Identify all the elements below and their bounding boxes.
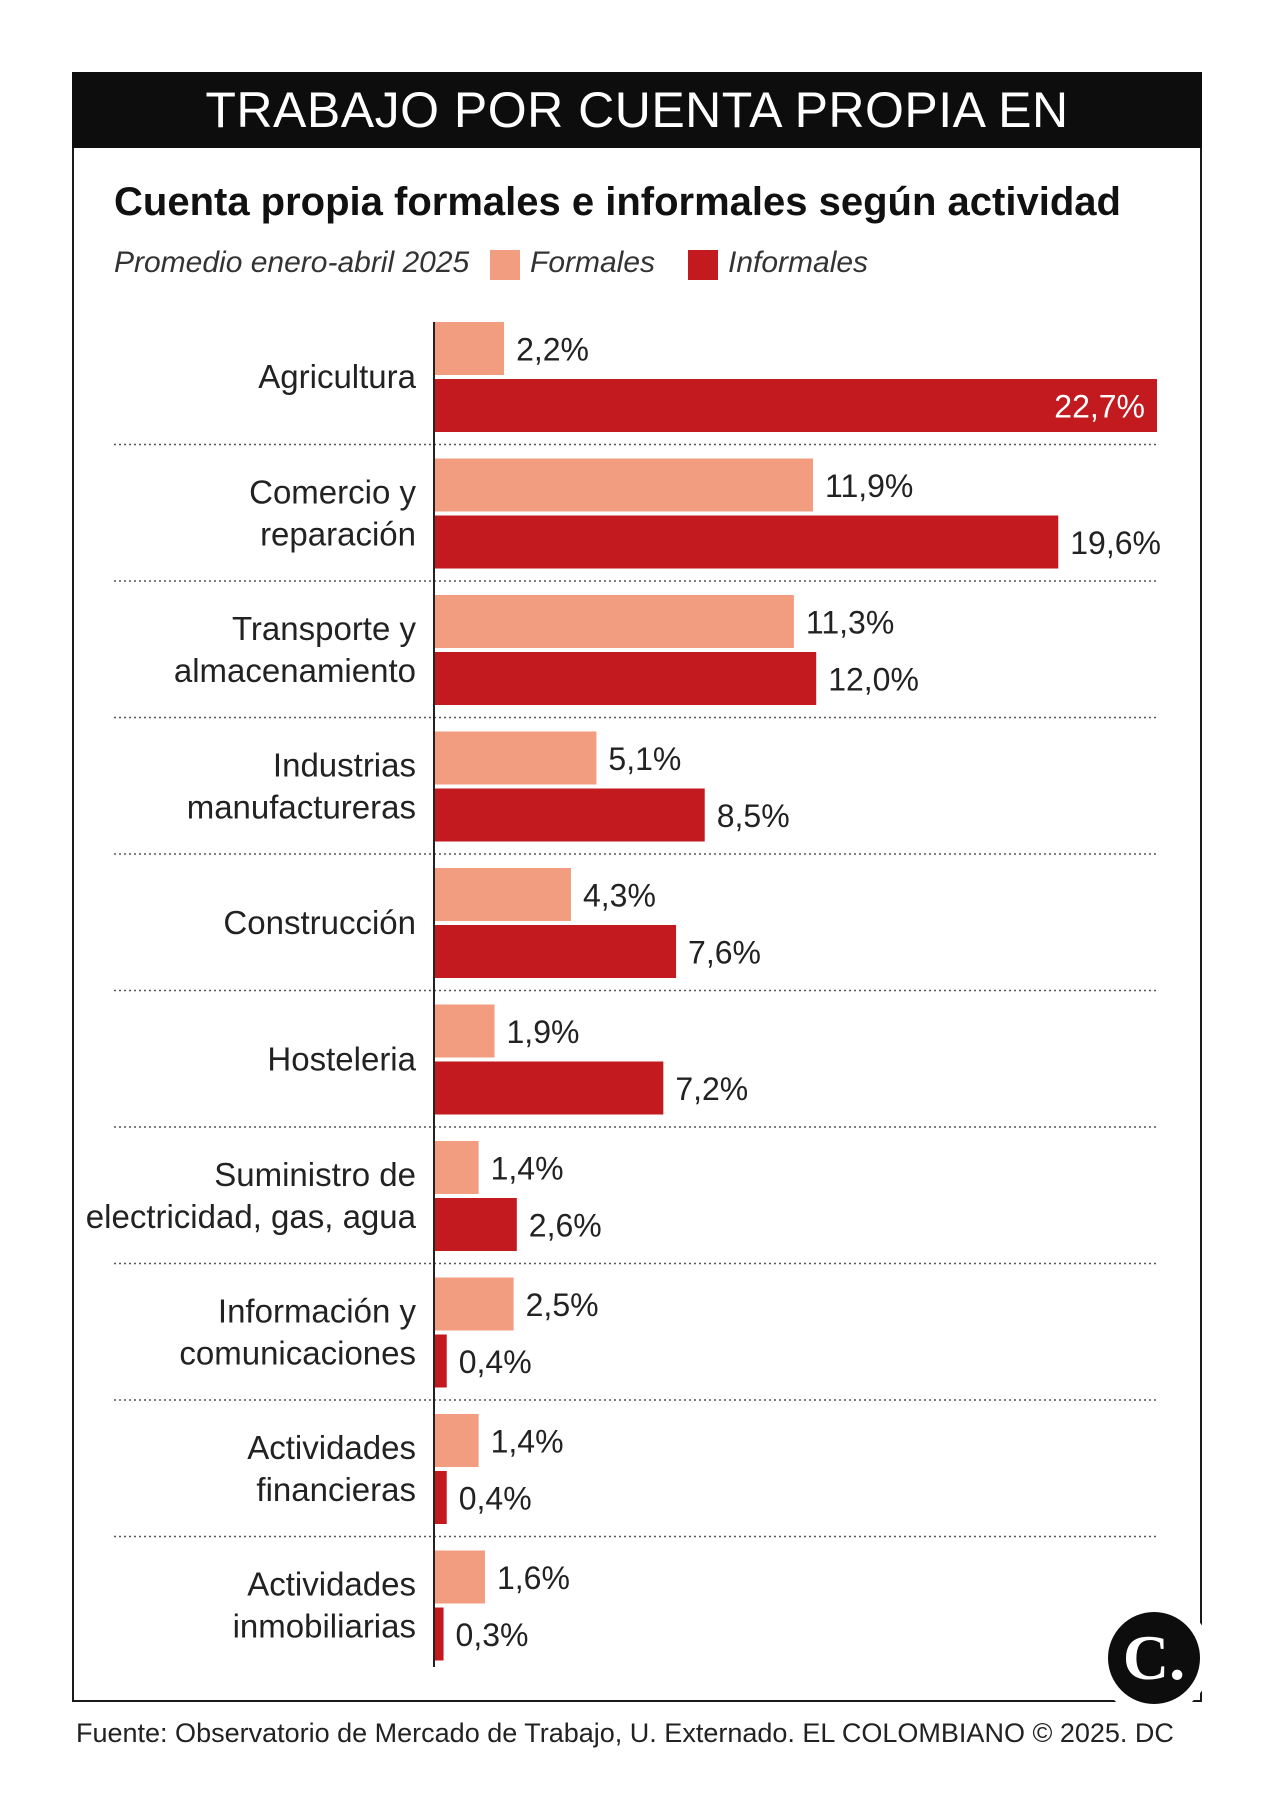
bar-informales — [434, 1607, 444, 1661]
category-label: Industrias — [273, 747, 416, 784]
bar-informales — [434, 1198, 517, 1251]
bar-formales — [434, 1141, 479, 1194]
category-label: reparación — [260, 516, 416, 553]
category-label: manufactureras — [187, 789, 416, 826]
chart-subtitle: Cuenta propia formales e informales segú… — [114, 180, 1121, 224]
legend-swatch-informales — [688, 250, 718, 280]
data-label: 0,4% — [459, 1344, 532, 1380]
category-label: Transporte y — [232, 610, 417, 647]
data-label: 7,2% — [675, 1071, 748, 1107]
data-label: 0,4% — [459, 1481, 532, 1517]
data-label: 22,7% — [1054, 389, 1145, 425]
bar-formales — [434, 1277, 514, 1331]
data-label: 8,5% — [717, 798, 790, 834]
data-label: 2,2% — [516, 332, 589, 368]
bar-formales — [434, 1414, 479, 1467]
data-label: 5,1% — [608, 741, 681, 777]
el-colombiano-logo: C. — [1108, 1612, 1200, 1704]
data-label: 2,6% — [529, 1208, 602, 1244]
legend-swatch-formales — [490, 250, 520, 280]
category-label: electricidad, gas, agua — [86, 1198, 417, 1235]
bar-formales — [434, 595, 794, 648]
bar-informales — [434, 1471, 447, 1524]
bar-informales — [434, 788, 705, 842]
data-label: 11,9% — [825, 468, 913, 504]
bar-informales — [434, 652, 817, 705]
page-title: TRABAJO POR CUENTA PROPIA EN COLOMBIA — [72, 72, 1202, 214]
category-label: Comercio y — [249, 474, 416, 511]
source-footer: Fuente: Observatorio de Mercado de Traba… — [76, 1718, 1174, 1748]
category-label: inmobiliarias — [233, 1608, 416, 1645]
data-label: 7,6% — [688, 935, 761, 971]
category-label: Información y — [218, 1293, 417, 1330]
category-label: Suministro de — [214, 1156, 416, 1193]
data-label: 0,3% — [456, 1617, 529, 1653]
data-label: 12,0% — [828, 662, 919, 698]
bar-formales — [434, 868, 571, 921]
data-label: 1,6% — [497, 1560, 570, 1596]
bar-informales — [434, 1061, 664, 1115]
bar-formales — [434, 1550, 485, 1604]
data-label: 1,9% — [507, 1014, 580, 1050]
period-note: Promedio enero-abril 2025 — [114, 246, 470, 279]
legend-label-formales: Formales — [530, 246, 656, 279]
category-label: Construcción — [223, 904, 416, 941]
data-label: 1,4% — [491, 1424, 564, 1460]
category-label: almacenamiento — [174, 652, 416, 689]
category-label: comunicaciones — [179, 1335, 416, 1372]
data-label: 1,4% — [491, 1151, 564, 1187]
data-label: 4,3% — [583, 878, 656, 914]
category-label: financieras — [256, 1471, 416, 1508]
data-label: 11,3% — [806, 605, 894, 641]
category-label: Actividades — [247, 1429, 416, 1466]
bar-informales — [434, 379, 1157, 432]
category-label: Hosteleria — [267, 1041, 416, 1078]
bar-informales — [434, 1334, 447, 1388]
data-label: 2,5% — [526, 1287, 599, 1323]
bar-formales — [434, 458, 814, 512]
bar-chart: Agricultura 2,2% 22,7% Comercio y reparación… — [86, 322, 1161, 1667]
bar-informales — [434, 925, 677, 978]
bar-formales — [434, 322, 505, 375]
bar-formales — [434, 1004, 495, 1058]
bar-informales — [434, 515, 1059, 569]
category-label: Actividades — [247, 1566, 416, 1603]
bar-formales — [434, 731, 597, 785]
legend-label-informales: Informales — [728, 246, 869, 279]
category-label: Agricultura — [258, 358, 416, 395]
data-label: 19,6% — [1070, 525, 1161, 561]
